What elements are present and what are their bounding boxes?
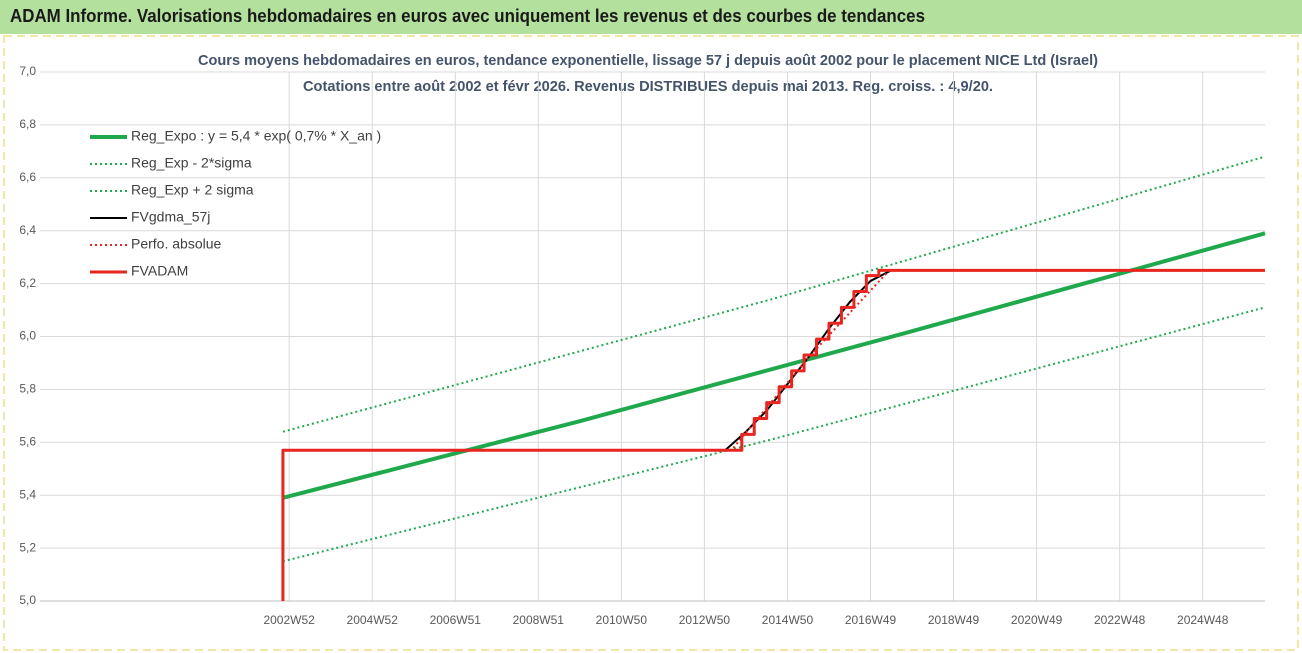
series-line xyxy=(704,269,890,452)
x-tick-label: 2014W50 xyxy=(762,613,814,627)
y-tick-label: 5,6 xyxy=(19,434,36,448)
x-tick-label: 2008W51 xyxy=(513,613,565,627)
legend-label: FVADAM xyxy=(131,263,188,279)
legend-label: FVgdma_57j xyxy=(131,209,210,225)
series-line xyxy=(704,269,904,452)
chart-subtitle: Cotations entre août 2002 et févr 2026. … xyxy=(303,78,993,95)
chart-title: Cours moyens hebdomadaires en euros, ten… xyxy=(198,52,1098,69)
y-tick-label: 5,4 xyxy=(19,487,36,501)
x-tick-label: 2018W49 xyxy=(928,613,980,627)
legend-label: Reg_Exp - 2*sigma xyxy=(131,155,252,171)
x-tick-label: 2002W52 xyxy=(263,613,315,627)
legend-label: Reg_Exp + 2 sigma xyxy=(131,182,254,198)
x-tick-label: 2024W48 xyxy=(1177,613,1229,627)
y-tick-label: 6,2 xyxy=(19,276,36,290)
y-tick-label: 5,0 xyxy=(19,593,36,607)
x-tick-label: 2016W49 xyxy=(845,613,897,627)
x-tick-label: 2006W51 xyxy=(430,613,482,627)
y-tick-label: 6,6 xyxy=(19,170,36,184)
legend-label: Reg_Expo : y = 5,4 * exp( 0,7% * X_an ) xyxy=(131,128,381,144)
banner xyxy=(0,0,1302,34)
banner-title: ADAM Informe. Valorisations hebdomadaire… xyxy=(10,6,925,26)
legend-label: Perfo. absolue xyxy=(131,236,221,252)
y-tick-label: 5,8 xyxy=(19,382,36,396)
y-tick-label: 6,8 xyxy=(19,117,36,131)
y-tick-label: 6,4 xyxy=(19,223,36,237)
x-tick-label: 2004W52 xyxy=(347,613,399,627)
x-tick-label: 2022W48 xyxy=(1094,613,1146,627)
y-tick-label: 7,0 xyxy=(19,64,36,78)
chart-frame xyxy=(3,35,1299,651)
x-tick-label: 2020W49 xyxy=(1011,613,1063,627)
series-line xyxy=(282,306,1266,563)
series-line xyxy=(282,155,1266,433)
x-tick-label: 2012W50 xyxy=(679,613,731,627)
y-tick-label: 5,2 xyxy=(19,540,36,554)
series-line xyxy=(282,231,1266,500)
x-tick-label: 2010W50 xyxy=(596,613,648,627)
y-tick-label: 6,0 xyxy=(19,329,36,343)
series-line xyxy=(281,268,1265,601)
